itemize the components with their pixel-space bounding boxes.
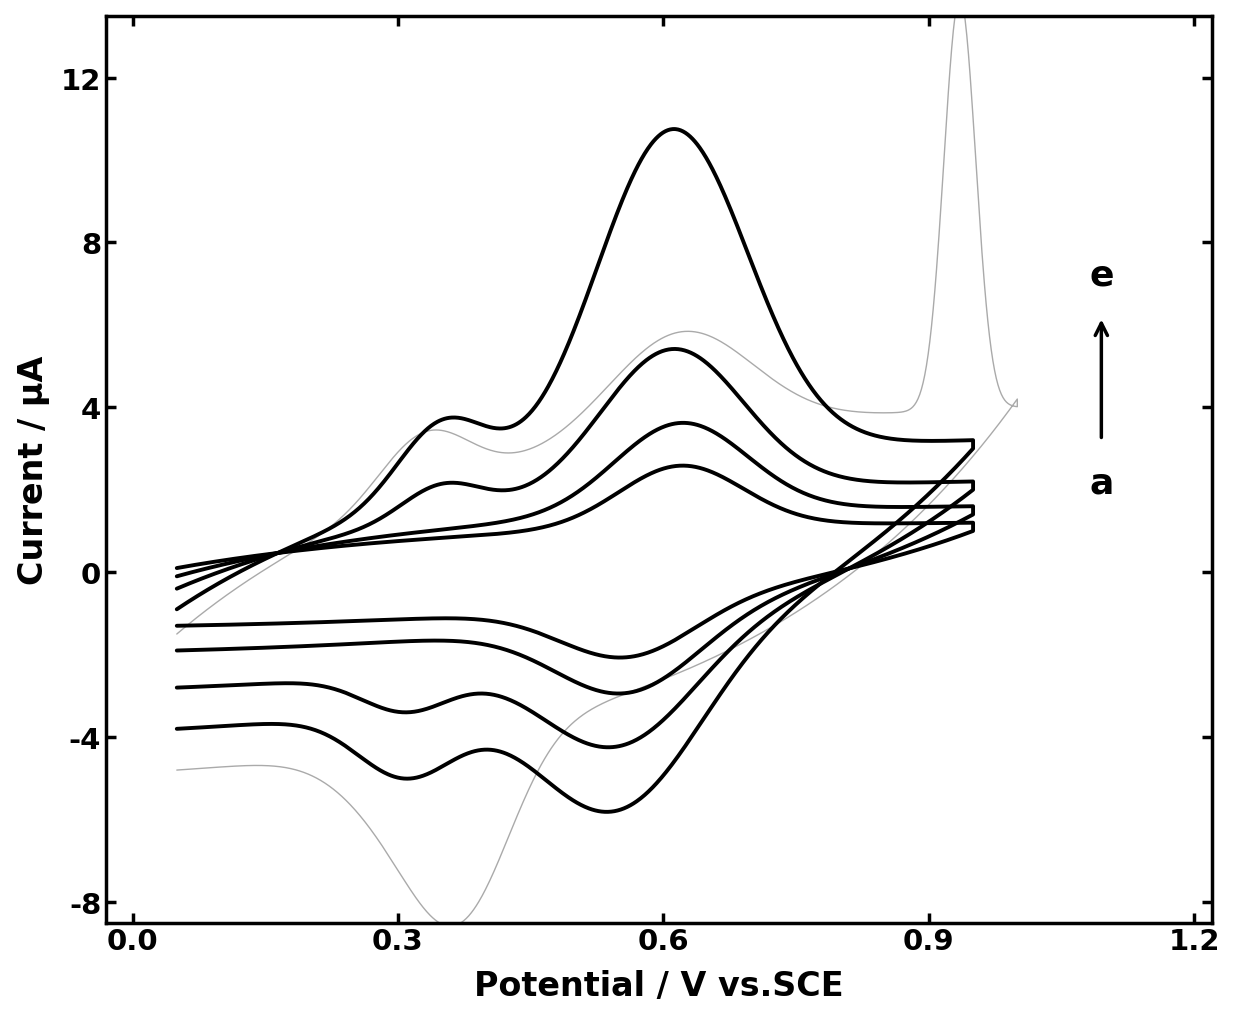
X-axis label: Potential / V vs.SCE: Potential / V vs.SCE — [475, 969, 844, 1003]
Y-axis label: Current / μA: Current / μA — [16, 355, 50, 584]
Text: a: a — [1089, 466, 1114, 499]
Text: e: e — [1089, 259, 1114, 292]
